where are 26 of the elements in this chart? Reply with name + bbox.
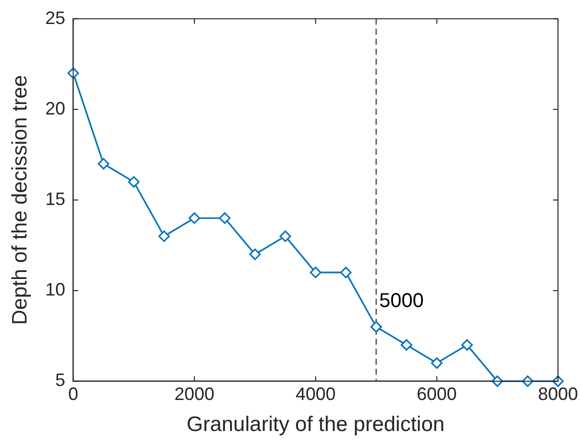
y-axis-title: Depth of the decission tree bbox=[8, 75, 32, 325]
point bbox=[188, 212, 200, 224]
point bbox=[340, 266, 352, 278]
point bbox=[400, 339, 412, 351]
point bbox=[431, 357, 443, 369]
y-tick-label: 20 bbox=[45, 98, 66, 118]
x-tick-label: 2000 bbox=[174, 384, 214, 404]
y-tick-label: 15 bbox=[45, 188, 66, 209]
y-tick-label: 5 bbox=[55, 370, 66, 390]
point bbox=[310, 266, 322, 278]
point bbox=[218, 212, 230, 224]
y-tick-label: 10 bbox=[45, 280, 66, 300]
point bbox=[461, 339, 473, 351]
point bbox=[128, 176, 140, 188]
point bbox=[280, 230, 292, 242]
x-axis-title: Granularity of the prediction bbox=[186, 413, 445, 436]
ref-line-label: 5000 bbox=[379, 290, 424, 312]
x-tick-label: 6000 bbox=[416, 384, 457, 404]
point bbox=[98, 158, 110, 170]
point bbox=[158, 230, 170, 242]
x-tick-label: 8000 bbox=[538, 384, 578, 404]
point bbox=[370, 321, 382, 333]
point bbox=[249, 248, 261, 260]
y-tick-label: 25 bbox=[45, 8, 66, 28]
x-tick-label: 0 bbox=[68, 384, 78, 404]
x-tick-label: 4000 bbox=[296, 384, 336, 404]
